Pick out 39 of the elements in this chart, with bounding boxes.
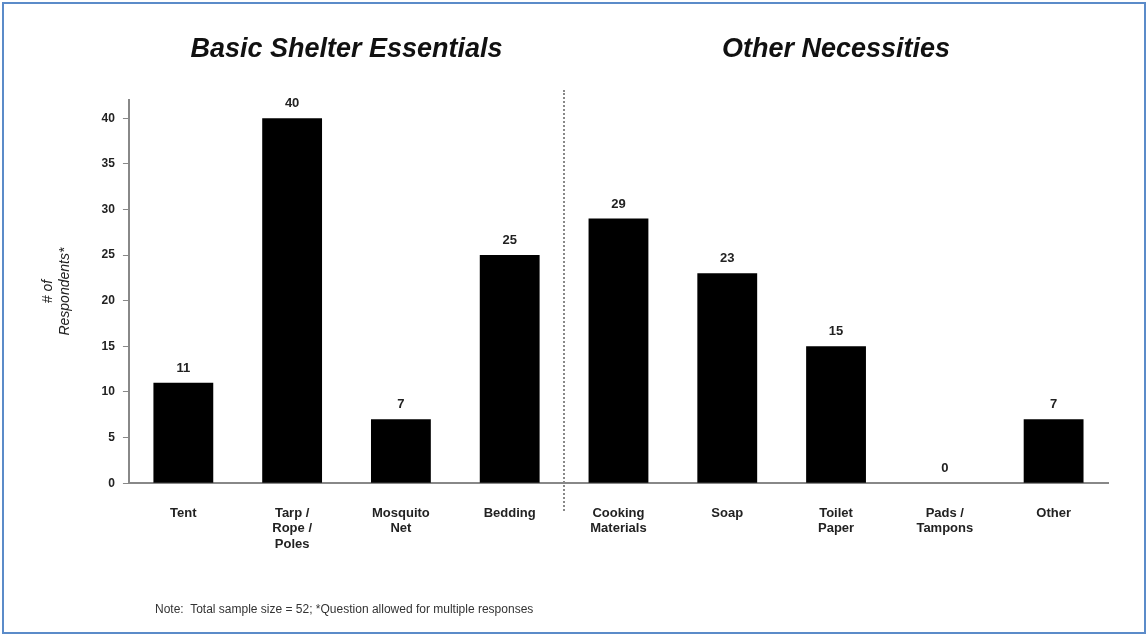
text: Note: Total sample size = 52; *Question allowed for multiple responses — [155, 602, 534, 617]
y-tick-label: 0 — [108, 475, 116, 490]
data-label: 11 — [176, 359, 191, 375]
bar — [479, 255, 540, 483]
bar — [588, 218, 649, 483]
x-tick-label: Soap — [711, 504, 744, 520]
data-label: 23 — [720, 250, 735, 266]
data-label: 7 — [1049, 396, 1058, 412]
x-tick-label: Pads / Tampons — [916, 504, 974, 536]
bar — [806, 346, 866, 483]
text: Basic Shelter Essentials — [190, 33, 503, 64]
text: Other Necessities — [721, 33, 951, 64]
y-tick-label: 10 — [101, 384, 116, 399]
bar — [262, 118, 323, 483]
bar — [370, 419, 431, 483]
y-tick-label: 25 — [101, 247, 116, 262]
data-label: 29 — [611, 195, 626, 211]
y-axis-title: # of Respondents* — [39, 247, 73, 336]
x-tick-label: Cooking Materials — [590, 504, 647, 536]
x-tick-label: Other — [1036, 504, 1071, 520]
data-label: 7 — [397, 396, 405, 412]
bar — [1023, 419, 1084, 483]
data-label: 0 — [941, 460, 949, 476]
x-tick-label: Tent — [170, 504, 198, 520]
y-tick-label: 35 — [101, 156, 116, 171]
x-tick-label: Tarp / Rope / Poles — [272, 504, 313, 551]
x-tick-label: Bedding — [483, 504, 536, 520]
bar — [697, 273, 758, 483]
data-label: 15 — [828, 323, 844, 339]
data-label: 25 — [502, 232, 517, 248]
y-tick-label: 15 — [101, 338, 116, 353]
x-tick-label: Toilet Paper — [817, 504, 855, 536]
x-tick-label: Mosquito Net — [372, 504, 430, 536]
y-tick-label: 5 — [108, 429, 116, 444]
y-tick-label: 20 — [101, 293, 116, 308]
y-tick-label: 40 — [101, 110, 116, 125]
y-tick-label: 30 — [101, 201, 116, 216]
bar — [153, 382, 214, 483]
data-label: 40 — [284, 95, 300, 111]
